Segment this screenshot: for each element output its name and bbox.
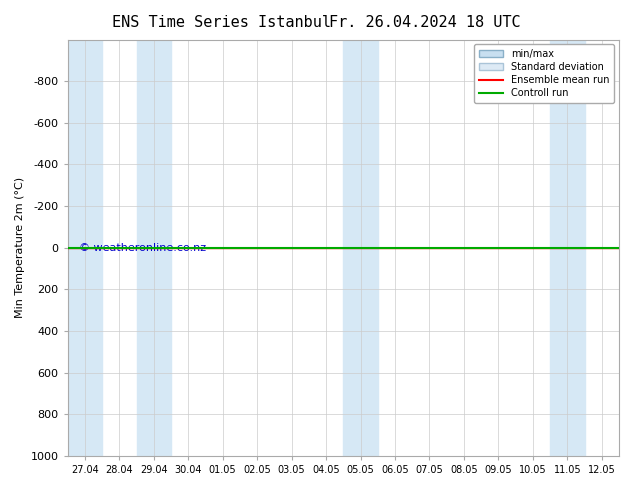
Bar bbox=[136, 40, 171, 456]
Text: Fr. 26.04.2024 18 UTC: Fr. 26.04.2024 18 UTC bbox=[329, 15, 521, 30]
Legend: min/max, Standard deviation, Ensemble mean run, Controll run: min/max, Standard deviation, Ensemble me… bbox=[474, 45, 614, 103]
Text: © weatheronline.co.nz: © weatheronline.co.nz bbox=[79, 243, 206, 253]
Text: ENS Time Series Istanbul: ENS Time Series Istanbul bbox=[112, 15, 332, 30]
Y-axis label: Min Temperature 2m (°C): Min Temperature 2m (°C) bbox=[15, 177, 25, 318]
Bar bbox=[550, 40, 585, 456]
Bar bbox=[343, 40, 378, 456]
Bar bbox=[68, 40, 102, 456]
